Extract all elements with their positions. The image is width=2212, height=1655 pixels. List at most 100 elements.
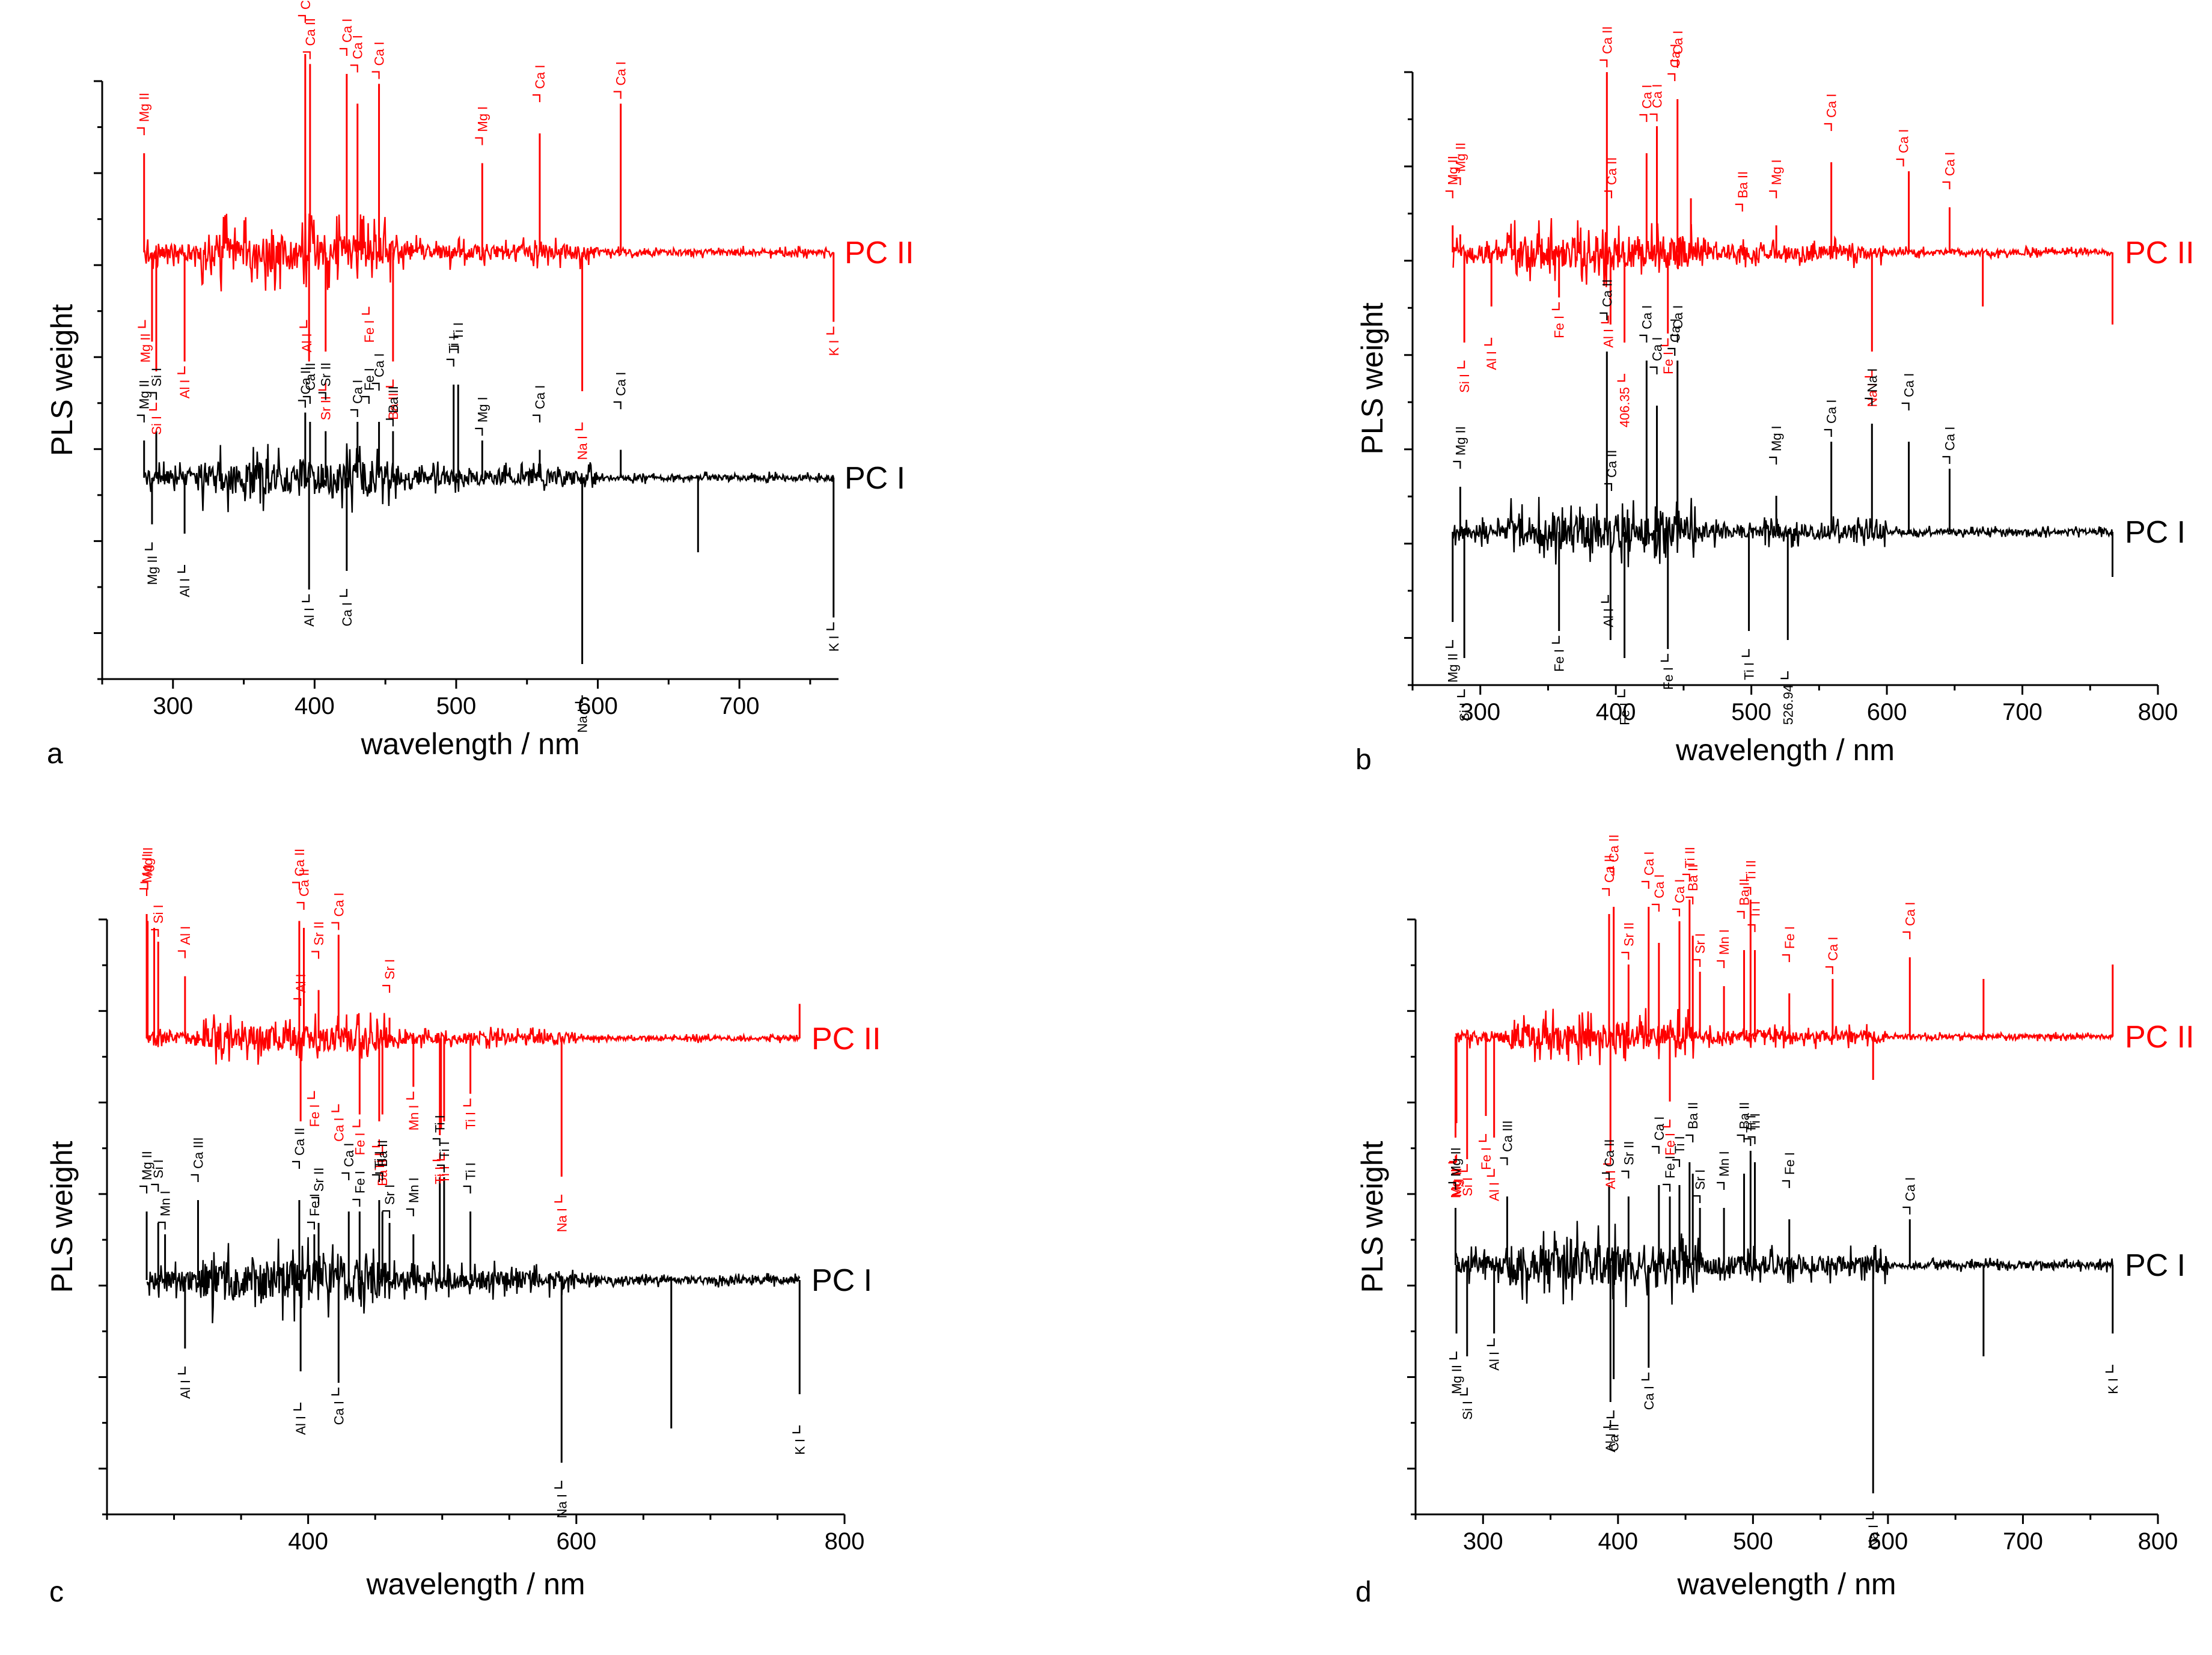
annotation-bracket: [1901, 402, 1910, 410]
annotation-bracket: [331, 1388, 340, 1396]
x-tick-label: 300: [1460, 699, 1500, 725]
annotation-bracket: [1717, 1181, 1725, 1190]
annotation-bracket: [177, 565, 186, 573]
annotation-bracket: [1780, 671, 1789, 680]
annotation-bracket: [139, 888, 148, 896]
annotation-bracket: [1667, 73, 1676, 81]
annotation-bracket: [1660, 654, 1669, 662]
peak-annotation: 526.94: [1780, 684, 1795, 725]
peak-annotation: Ca II: [298, 367, 313, 394]
annotation-bracket: [1617, 374, 1625, 382]
annotation-bracket: [341, 1172, 350, 1180]
peak-annotation: Fe I: [352, 1171, 367, 1193]
annotation-bracket: [1457, 361, 1465, 369]
annotation-bracket: [1486, 1338, 1495, 1347]
peak-annotation: Sr II: [1621, 922, 1636, 946]
annotation-bracket: [1603, 1157, 1612, 1165]
peak-annotation: Si I: [151, 904, 166, 924]
annotation-bracket: [406, 1091, 414, 1100]
peak-annotation: Al I: [299, 334, 314, 353]
peak-annotation: Ca I: [331, 892, 346, 916]
annotation-bracket: [1942, 181, 1951, 189]
x-tick-label: 700: [720, 693, 760, 719]
series-label: PC II: [2125, 1020, 2195, 1055]
peak-annotation: Fe I: [1663, 1133, 1678, 1156]
peak-annotation: Fe I: [307, 1193, 322, 1216]
peak-annotation: Si I: [149, 416, 164, 435]
annotation-bracket: [826, 622, 834, 630]
annotation-bracket: [613, 401, 622, 409]
peak-annotation: Mn I: [406, 1177, 421, 1203]
peak-annotation: Fe I: [352, 1133, 367, 1156]
peak-annotation: Ti I: [1748, 1113, 1763, 1131]
peak-annotation: K I: [826, 636, 842, 652]
peak-annotation: Mg I: [475, 106, 490, 132]
peak-annotation: K I: [826, 340, 842, 356]
peak-annotation: Fe I: [362, 320, 377, 343]
annotation-bracket: [139, 1185, 148, 1193]
peak-annotation: Ti I: [1672, 1136, 1687, 1154]
peak-annotation: Na I: [1865, 368, 1880, 392]
peak-annotation: Fe I: [1618, 703, 1633, 725]
annotation-bracket: [1639, 114, 1648, 122]
peak-annotation: Sr I: [382, 959, 397, 980]
peak-annotation: Fe I: [1782, 1152, 1797, 1175]
peak-annotation: Ca I: [1902, 373, 1917, 397]
annotation-bracket: [1617, 689, 1625, 698]
peak-annotation: Si I: [149, 368, 164, 387]
peak-annotation: Ca I: [1667, 319, 1682, 343]
annotation-bracket: [177, 366, 186, 374]
annotation-bracket: [339, 47, 347, 56]
annotation-bracket: [375, 1145, 383, 1154]
annotation-bracket: [1500, 1157, 1508, 1165]
annotation-bracket: [307, 1221, 315, 1230]
annotation-bracket: [1606, 1410, 1615, 1419]
annotation-bracket: [1896, 158, 1904, 166]
peak-annotation: Ca II: [1599, 26, 1615, 54]
peak-annotation: Sr II: [319, 362, 334, 386]
series-label: PC II: [845, 236, 914, 270]
peak-annotation: Ca I: [1902, 902, 1917, 926]
annotation-bracket: [140, 882, 148, 890]
panel-d: 300 400 500 600 700 800 wavelength / nm PLS wei…: [1355, 835, 2195, 1608]
peak-annotation: K I: [792, 1439, 807, 1455]
peak-annotation: Ca II: [296, 869, 311, 897]
x-axis-title: wavelength / nm: [1676, 1567, 1896, 1601]
annotation-bracket: [307, 1091, 315, 1099]
x-tick-label: 600: [1867, 699, 1907, 725]
panel-letter: d: [1355, 1576, 1372, 1608]
annotation-bracket: [1604, 190, 1613, 198]
x-tick-label: 600: [578, 693, 618, 719]
annotation-bracket: [311, 951, 320, 959]
x-tick-label: 600: [1868, 1528, 1908, 1555]
x-axis-title: wavelength / nm: [360, 727, 579, 761]
annotation-bracket: [436, 1153, 445, 1161]
annotation-bracket: [1865, 397, 1873, 406]
annotation-bracket: [1641, 880, 1649, 889]
peak-annotation: Al I: [1601, 608, 1616, 627]
annotation-bracket: [1737, 910, 1745, 919]
peak-annotation: 406.35: [1618, 387, 1633, 427]
peak-annotation: Mg II: [1453, 142, 1468, 172]
annotation-bracket: [1448, 1181, 1456, 1190]
annotation-bracket: [1685, 896, 1694, 904]
peak-annotation: Ba II: [1685, 1102, 1700, 1129]
annotation-bracket: [385, 379, 394, 388]
annotation-bracket: [382, 1210, 391, 1218]
peak-annotation: Ba II: [1737, 879, 1752, 906]
annotation-bracket: [302, 51, 311, 59]
x-axis-title: wavelength / nm: [365, 1567, 585, 1601]
series-label: PC I: [845, 461, 905, 496]
annotation-bracket: [1670, 59, 1678, 68]
annotation-bracket: [1902, 1206, 1911, 1215]
annotation-bracket: [613, 91, 622, 99]
annotation-bracket: [302, 594, 310, 603]
x-tick-label: 300: [153, 693, 193, 719]
peak-annotation: Ca II: [292, 1128, 307, 1156]
annotation-bracket: [371, 1139, 380, 1148]
series-pc1-trace: [1455, 1221, 2113, 1308]
annotation-bracket: [436, 1164, 445, 1172]
annotation-bracket: [296, 901, 305, 910]
peak-annotation: Fe I: [307, 1105, 322, 1127]
